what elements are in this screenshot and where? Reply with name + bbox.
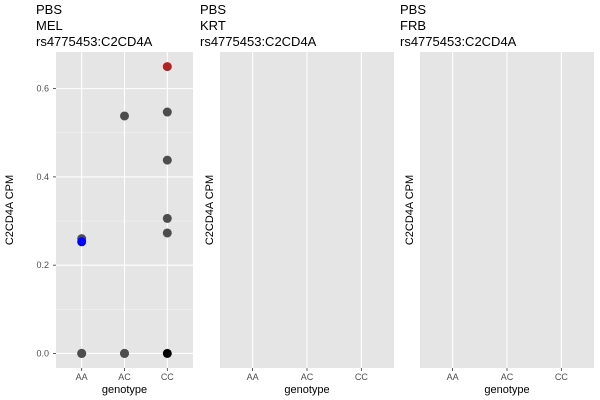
panel-title-line: MEL <box>36 18 63 33</box>
data-point <box>162 155 172 165</box>
y-tick-label: 0.2 <box>36 260 49 270</box>
data-point <box>162 62 172 72</box>
x-tick-label: AC <box>301 372 314 382</box>
data-point <box>120 111 129 121</box>
x-tick-label: AA <box>76 372 88 382</box>
data-point <box>162 348 172 358</box>
panel-title-line: rs4775453:C2CD4A <box>36 34 153 49</box>
data-point <box>162 107 172 117</box>
x-tick-label: CC <box>161 372 174 382</box>
y-tick-label: 0.0 <box>36 348 49 358</box>
data-point <box>77 348 87 358</box>
x-tick-label: CC <box>355 372 368 382</box>
x-axis-title: genotype <box>284 384 329 396</box>
panel-title-line: rs4775453:C2CD4A <box>200 34 317 49</box>
x-tick-label: AA <box>447 372 459 382</box>
panel-title-line: FRB <box>400 18 426 33</box>
x-tick-label: CC <box>555 372 568 382</box>
x-tick-label: AA <box>247 372 259 382</box>
panel-title-line: KRT <box>200 18 226 33</box>
data-point <box>162 228 172 238</box>
y-tick-label: 0.4 <box>36 172 49 182</box>
panel-title-line: rs4775453:C2CD4A <box>400 34 517 49</box>
y-axis-title: C2CD4A CPM <box>404 175 416 245</box>
data-point <box>120 348 129 358</box>
x-tick-label: AC <box>118 372 131 382</box>
data-point <box>77 237 87 247</box>
panel-title-line: PBS <box>400 2 426 17</box>
data-point <box>162 213 172 223</box>
y-tick-label: 0.6 <box>36 84 49 94</box>
panel-title-line: PBS <box>36 2 62 17</box>
y-axis-title: C2CD4A CPM <box>4 175 16 245</box>
y-axis-title: C2CD4A CPM <box>204 175 216 245</box>
x-tick-label: AC <box>501 372 514 382</box>
x-axis-title: genotype <box>484 384 529 396</box>
panel-title-line: PBS <box>200 2 226 17</box>
x-axis-title: genotype <box>102 384 147 396</box>
